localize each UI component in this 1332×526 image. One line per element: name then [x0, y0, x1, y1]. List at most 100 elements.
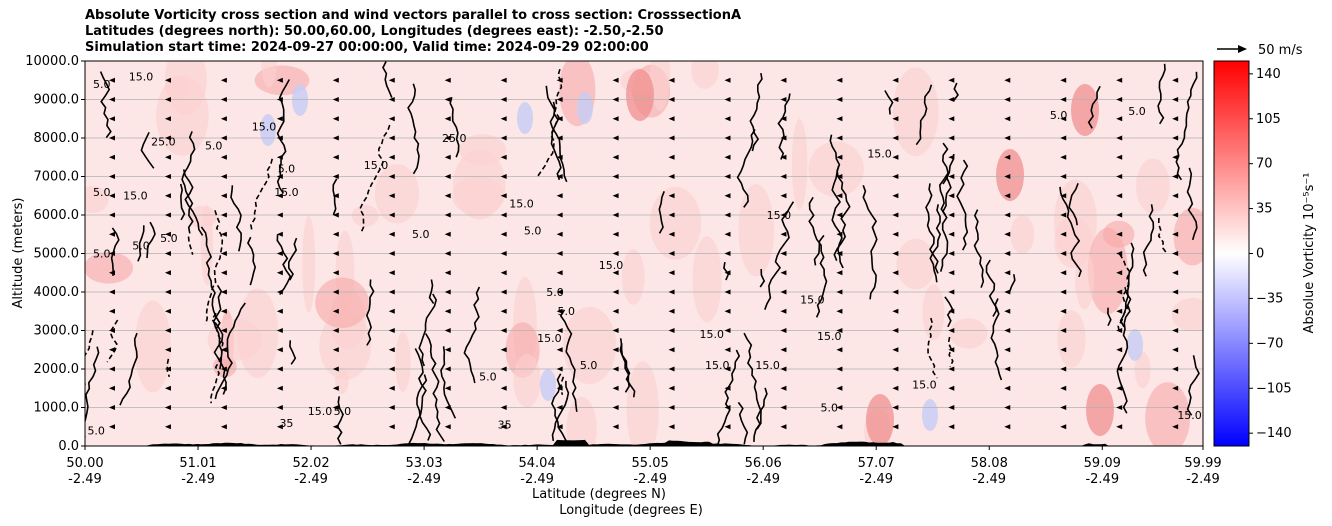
wind-vector-icon — [948, 174, 955, 179]
contour-line — [213, 321, 227, 395]
wind-vector-icon — [1060, 135, 1067, 141]
wind-vector-icon — [668, 231, 675, 237]
wind-vector-icon — [332, 347, 339, 353]
wind-vector-icon — [1004, 231, 1011, 237]
y-tick-label: 10000.0 — [25, 54, 79, 69]
contour-label: 25.0 — [151, 136, 176, 149]
wind-vector-icon — [108, 116, 115, 122]
contour-line — [276, 234, 292, 295]
vorticity-patch — [85, 185, 109, 214]
colorbar-tick-label: 0 — [1256, 247, 1264, 262]
wind-vector-icon — [108, 424, 115, 430]
wind-vector-icon — [220, 366, 227, 372]
wind-vector-icon — [276, 424, 283, 430]
wind-vector-icon — [1060, 308, 1067, 314]
contour-line — [808, 196, 828, 318]
wind-vector-icon — [1004, 174, 1011, 179]
contour-label: 15.0 — [800, 294, 825, 307]
wind-vector-icon — [724, 154, 731, 160]
wind-vector-icon — [108, 270, 115, 276]
wind-vector-icon — [1172, 328, 1179, 333]
contour-label: 15.0 — [364, 159, 389, 172]
contour-line — [1157, 63, 1166, 125]
wind-vector-icon — [1004, 97, 1011, 102]
contour-line — [336, 396, 344, 445]
wind-vector-icon — [164, 405, 171, 410]
wind-vector-icon — [444, 405, 451, 410]
contour-line — [382, 61, 393, 98]
wind-vector-icon — [724, 328, 731, 333]
wind-vector-icon — [332, 116, 339, 122]
vorticity-patch — [621, 249, 645, 305]
wind-vector-icon — [1060, 154, 1067, 160]
x-tick-label-lat: 57.07 — [858, 456, 895, 471]
y-tick-label: 6000.0 — [34, 208, 80, 223]
wind-vector-icon — [500, 366, 507, 372]
wind-vector-icon — [556, 77, 563, 83]
x-tick-label-lat: 52.02 — [292, 456, 329, 471]
contour-line — [925, 183, 939, 274]
chart-title: Absolute Vorticity cross section and win… — [85, 8, 741, 56]
wind-vector-icon — [444, 231, 451, 237]
wind-vector-icon — [108, 405, 115, 410]
contour-label: 5.0 — [479, 371, 497, 384]
wind-vector-icon — [1004, 193, 1011, 199]
wind-vector-icon — [500, 308, 507, 314]
wind-vector-icon — [612, 116, 619, 122]
wind-vector-icon — [108, 308, 115, 314]
wind-vector-icon — [500, 251, 507, 256]
wind-vector-icon — [1060, 366, 1067, 372]
wind-vector-icon — [1004, 328, 1011, 333]
wind-vector-icon — [276, 328, 283, 333]
wind-vector-icon — [1116, 231, 1123, 237]
wind-vector-icon — [332, 289, 339, 295]
wind-vector-icon — [332, 308, 339, 314]
contour-label: 5.0 — [412, 228, 430, 241]
colorbar-tick-label: −70 — [1256, 336, 1283, 351]
contour-line — [1175, 71, 1198, 181]
wind-vector-icon — [164, 366, 171, 372]
x-tick-label-lon: -2.49 — [1186, 472, 1220, 487]
wind-vector-icon — [724, 424, 731, 430]
wind-vector-icon — [220, 193, 227, 199]
wind-vector-icon — [556, 405, 563, 410]
y-tick-label: 2000.0 — [34, 362, 80, 377]
wind-vector-icon — [836, 174, 843, 179]
wind-vector-icon — [388, 231, 395, 237]
x-tick-label-lat: 56.06 — [745, 456, 782, 471]
vorticity-field — [85, 61, 1203, 446]
contour-label: 15.0 — [509, 197, 534, 210]
x-tick-label-lon: -2.49 — [181, 472, 215, 487]
wind-vector-icon — [276, 77, 283, 83]
wind-vector-icon — [892, 328, 899, 333]
wind-vector-icon — [1172, 231, 1179, 237]
vorticity-patch — [650, 61, 671, 111]
wind-vector-icon — [724, 174, 731, 179]
x-tick-label-lat: 55.05 — [632, 456, 669, 471]
wind-vector-icon — [388, 116, 395, 122]
wind-vector-icon — [892, 251, 899, 256]
wind-vector-icon — [164, 193, 171, 199]
wind-vector-icon — [780, 97, 787, 102]
wind-vector-icon — [108, 212, 115, 218]
wind-vector-icon — [220, 308, 227, 314]
x-axis: 50.00-2.4951.01-2.4952.02-2.4953.03-2.49… — [66, 446, 1222, 487]
wind-vector-icon — [332, 193, 339, 199]
wind-vector-icon — [164, 174, 171, 179]
wind-vector-icon — [1116, 135, 1123, 141]
wind-vector-icon — [500, 193, 507, 199]
vorticity-patch — [691, 61, 719, 89]
wind-vector-icon — [1060, 97, 1067, 102]
wind-vector-icon — [1004, 366, 1011, 372]
wind-vector-icon — [668, 116, 675, 122]
contour-line — [425, 333, 445, 442]
contour-line — [736, 128, 756, 208]
wind-vector-icon — [444, 212, 451, 218]
contour-line — [862, 185, 878, 300]
wind-vector-icon — [220, 77, 227, 83]
wind-vector-icon — [276, 193, 283, 199]
wind-vector-icon — [612, 385, 619, 391]
vorticity-patch — [896, 238, 936, 290]
colorbar-tick-label: 140 — [1256, 67, 1281, 82]
wind-vector-icon — [1172, 366, 1179, 372]
